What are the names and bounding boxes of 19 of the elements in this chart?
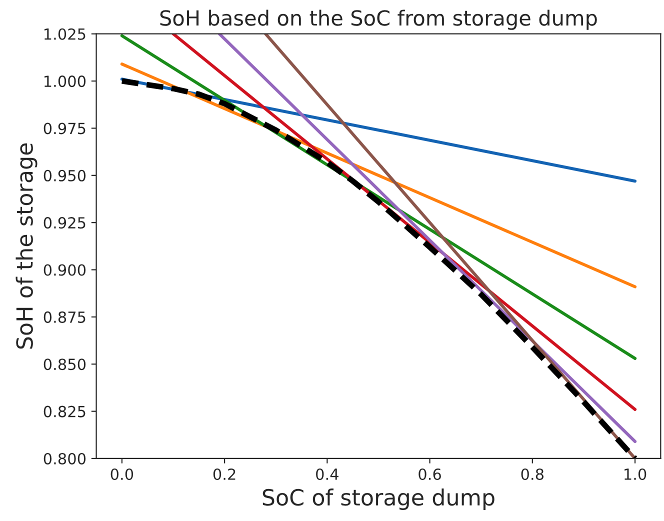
x-tick-label: 1.0 xyxy=(624,468,646,480)
x-tick-label: 0.0 xyxy=(110,468,134,480)
y-tick-label: 1.000 xyxy=(44,76,86,88)
x-tick-label: 0.4 xyxy=(316,468,338,480)
y-tick-label: 0.925 xyxy=(44,217,86,229)
y-axis-title: SoH of the storage xyxy=(16,143,38,349)
x-axis-title: SoC of storage dump xyxy=(262,488,494,510)
y-tick-label: 0.800 xyxy=(44,452,86,464)
y-tick-label: 0.950 xyxy=(44,170,86,182)
x-tick-label: 0.8 xyxy=(521,468,544,480)
y-tick-label: 0.875 xyxy=(44,311,86,323)
x-tick-label: 0.2 xyxy=(213,468,236,480)
y-tick-label: 0.900 xyxy=(44,264,86,276)
chart-title: SoH based on the SoC from storage dump xyxy=(160,10,597,30)
y-tick-label: 0.825 xyxy=(44,406,86,418)
x-tick-label: 0.6 xyxy=(418,468,441,480)
y-tick-label: 0.975 xyxy=(44,122,86,134)
y-tick-label: 0.850 xyxy=(44,358,86,370)
y-tick-label: 1.025 xyxy=(44,28,86,40)
